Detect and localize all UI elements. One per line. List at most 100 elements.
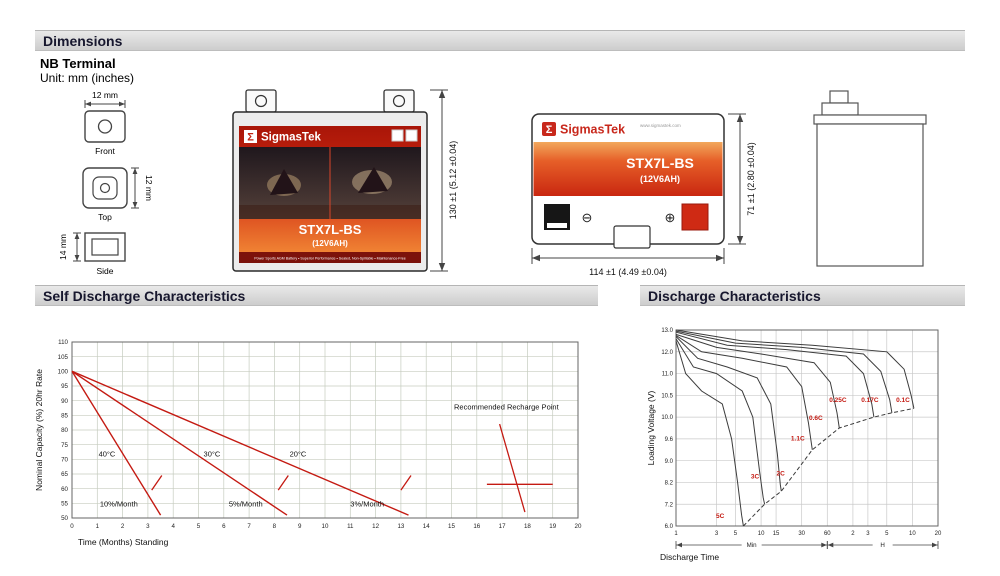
x-tick-label: 3 <box>866 531 870 537</box>
x-tick-label: 7 <box>247 523 251 530</box>
temperature-label: 20°C <box>290 449 307 458</box>
width-dimension-text: 114 ±1 (4.49 ±0.04) <box>589 267 667 277</box>
brand-logo-box <box>244 130 257 143</box>
x-tick-label: 60 <box>824 531 831 537</box>
y-tick-label: 13.0 <box>661 328 673 334</box>
section-title-discharge: Discharge Characteristics <box>648 287 821 304</box>
axis-tick-labels: 13.0 12.0 11.0 10.5 10.0 9.6 9.0 8.2 7.2 6.01 3 5 10… <box>661 328 942 537</box>
y-tick-label: 75 <box>61 442 68 449</box>
x-tick-label: 13 <box>397 523 404 530</box>
x-tick-label: 1 <box>674 531 678 537</box>
section-header-self-discharge: Self Discharge Characteristics <box>35 285 598 306</box>
vent-tab <box>613 225 651 249</box>
x-tick-label: 11 <box>347 523 354 530</box>
series-line-20°C <box>71 370 409 516</box>
capacity-text: (12V6AH) <box>640 174 680 184</box>
side-terminal-diagram: 14 mm Side <box>58 232 126 276</box>
y-tick-label: 105 <box>58 354 69 361</box>
x-tick-label: 19 <box>549 523 556 530</box>
side-bolt <box>829 90 849 104</box>
curve-1.1C <box>675 334 813 450</box>
y-tick-label: 100 <box>58 369 69 376</box>
plot-border <box>71 341 579 519</box>
negative-symbol-icon: ⊖ <box>582 210 593 225</box>
x-tick-label: 10 <box>758 531 765 537</box>
x-tick-label: 14 <box>423 523 430 530</box>
x-tick-label: 15 <box>448 523 455 530</box>
y-tick-label: 70 <box>61 457 68 464</box>
front-label: Front <box>95 146 115 156</box>
height-dimension-text: 130 ±1 (5.12 ±0.04) <box>448 141 458 219</box>
series-line-40°C <box>71 370 162 516</box>
x-tick-label: 9 <box>298 523 302 530</box>
y-tick-label: 110 <box>58 339 68 346</box>
x-tick-label: 5 <box>197 523 201 530</box>
side-case-lid <box>813 114 927 125</box>
c-rate-label: 2C <box>777 471 786 478</box>
curve-0.1C <box>675 329 915 409</box>
c-rate-label: 3C <box>751 473 760 480</box>
grid <box>71 341 579 519</box>
y-tick-label: 9.0 <box>665 459 674 465</box>
y-tick-label: 11.0 <box>662 372 674 378</box>
y-tick-label: 6.0 <box>665 524 674 530</box>
x-tick-label: 0 <box>70 523 74 530</box>
grid <box>675 329 939 527</box>
x-tick-label: 8 <box>273 523 277 530</box>
label-footer <box>239 252 421 263</box>
rate-label: 5%/Month <box>229 499 263 508</box>
brand-logo-box <box>542 122 556 136</box>
x-tick-label: 1 <box>96 523 100 530</box>
y-tick-label: 85 <box>61 413 68 420</box>
x-tick-label: 10 <box>322 523 329 530</box>
brand-website: www.sigmastek.com <box>640 123 681 128</box>
c-rate-label: 5C <box>716 513 725 520</box>
discharge-chart: 13.0 12.0 11.0 10.5 10.0 9.6 9.0 8.2 7.2 6.01 3 5 10… <box>646 328 942 562</box>
terminal-unit: Unit: mm (inches) <box>40 71 135 85</box>
time-unit-label: Min <box>747 542 758 549</box>
label-tagline: Power Sports AGM Battery • Superior Perf… <box>254 257 406 261</box>
front-dim-label: 12 mm <box>92 90 118 100</box>
annotations: Recommended Recharge Point <box>151 402 560 513</box>
y-tick-label: 9.6 <box>665 437 674 443</box>
positive-symbol-icon: ⊕ <box>665 210 676 225</box>
x-tick-label: 12 <box>372 523 379 530</box>
section-header-dimensions: Dimensions <box>35 30 965 51</box>
y-tick-label: 7.2 <box>665 502 674 508</box>
c-rate-label: 1.1C <box>791 436 805 443</box>
x-tick-label: 6 <box>222 523 226 530</box>
c-rate-label: 0.17C <box>861 397 879 404</box>
positive-terminal <box>681 203 709 231</box>
y-tick-label: 8.2 <box>665 481 674 487</box>
curve-2C <box>675 336 782 492</box>
section-header-discharge: Discharge Characteristics <box>640 285 965 306</box>
model-text: STX7L-BS <box>626 155 694 171</box>
terminal-bolt-right <box>383 89 415 113</box>
label-photo-motocross <box>239 147 421 219</box>
x-tick-label: 17 <box>499 523 506 530</box>
c-rate-label: 0.25C <box>829 397 847 404</box>
brand-name: SigmasTek <box>560 123 625 137</box>
y-tick-label: 12.0 <box>661 350 673 356</box>
label-red-band <box>533 142 723 196</box>
plot-border <box>675 329 939 527</box>
rate-label: 10%/Month <box>100 499 138 508</box>
rate-label: 3%/Month <box>350 499 384 508</box>
cert-icon-2 <box>405 129 418 142</box>
negative-terminal-slot <box>547 223 567 228</box>
y-axis-label: Loading Voltage (V) <box>646 391 656 466</box>
battery-side-view <box>813 90 927 267</box>
x-tick-label: 18 <box>524 523 531 530</box>
x-tick-label: 15 <box>773 531 780 537</box>
brand-sigma-icon: Σ <box>546 124 553 136</box>
section-title-self-discharge: Self Discharge Characteristics <box>43 287 246 304</box>
x-axis-label: Discharge Time <box>660 552 719 562</box>
brand-name: SigmasTek <box>261 132 321 144</box>
y-tick-label: 60 <box>61 486 68 493</box>
c-rate-label: 0.6C <box>809 415 823 422</box>
x-tick-label: 10 <box>909 531 916 537</box>
y-tick-label: 65 <box>61 471 68 478</box>
